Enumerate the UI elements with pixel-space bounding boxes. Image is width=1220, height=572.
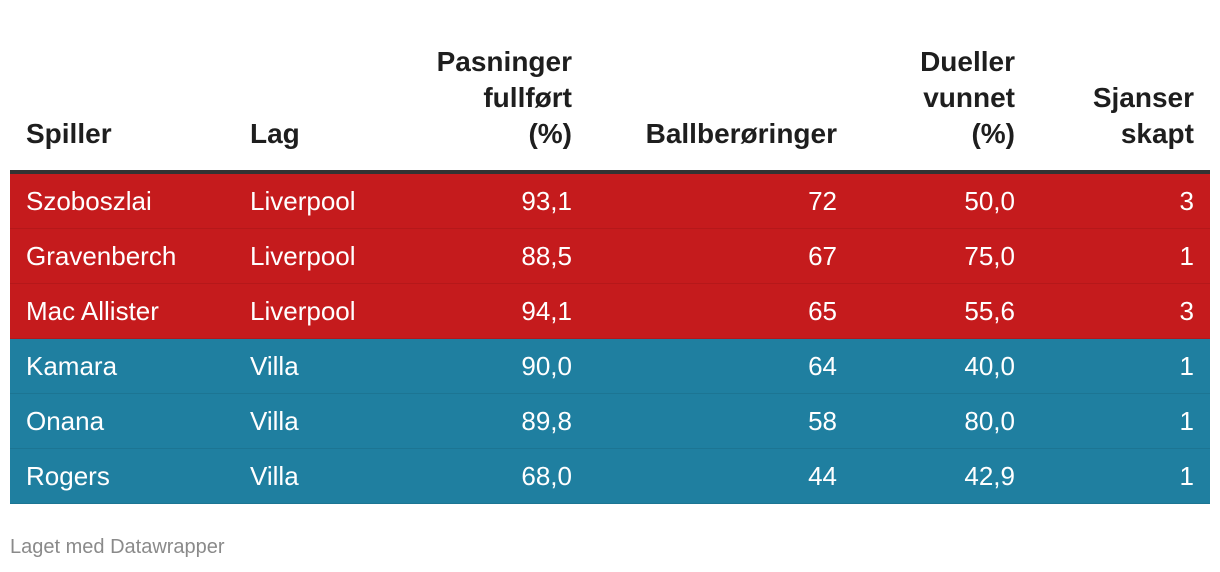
cell-pasninger: 68,0 xyxy=(521,461,572,491)
cell-pasninger: 88,5 xyxy=(521,241,572,271)
cell-ballberoringer: 67 xyxy=(808,241,837,271)
cell-pasninger: 94,1 xyxy=(521,296,572,326)
cell-dueller: 40,0 xyxy=(964,351,1015,381)
cell-sjanser: 1 xyxy=(1179,461,1194,491)
cell-dueller: 75,0 xyxy=(964,241,1015,271)
cell-ballberoringer: 64 xyxy=(808,351,837,381)
cell-dueller: 50,0 xyxy=(964,186,1015,216)
cell-spiller: Szoboszlai xyxy=(26,186,152,216)
header-sjanser[interactable]: Sjanser skapt xyxy=(1092,82,1194,149)
cell-lag: Villa xyxy=(250,406,299,436)
cell-spiller: Onana xyxy=(26,406,105,436)
table-row: Onana Villa 89,8 58 80,0 1 xyxy=(10,394,1210,449)
header-pasninger[interactable]: Pasninger fullført (%) xyxy=(436,46,572,149)
cell-pasninger: 93,1 xyxy=(521,186,572,216)
cell-spiller: Kamara xyxy=(26,351,118,381)
cell-pasninger: 90,0 xyxy=(521,351,572,381)
cell-spiller: Rogers xyxy=(26,461,110,491)
cell-lag: Liverpool xyxy=(250,186,356,216)
cell-spiller: Mac Allister xyxy=(26,296,159,326)
datawrapper-credit: Laget med Datawrapper xyxy=(10,536,225,558)
cell-dueller: 55,6 xyxy=(964,296,1015,326)
cell-lag: Liverpool xyxy=(250,296,356,326)
cell-ballberoringer: 44 xyxy=(808,461,837,491)
header-spiller[interactable]: Spiller xyxy=(26,118,112,149)
cell-ballberoringer: 72 xyxy=(808,186,837,216)
stats-table: Spiller Lag Pasninger fullført (%) Ballb… xyxy=(10,0,1210,504)
header-ballberoringer[interactable]: Ballberøringer xyxy=(645,118,837,149)
cell-sjanser: 1 xyxy=(1179,406,1194,436)
cell-sjanser: 3 xyxy=(1179,186,1194,216)
cell-ballberoringer: 58 xyxy=(808,406,837,436)
cell-sjanser: 3 xyxy=(1179,296,1194,326)
table-body: Szoboszlai Liverpool 93,1 72 50,0 3 Gravenberc… xyxy=(10,174,1210,504)
cell-dueller: 80,0 xyxy=(964,406,1015,436)
cell-lag: Villa xyxy=(250,461,299,491)
table-row: Szoboszlai Liverpool 93,1 72 50,0 3 xyxy=(10,174,1210,229)
header-lag[interactable]: Lag xyxy=(250,118,300,149)
header-dueller[interactable]: Dueller vunnet (%) xyxy=(920,46,1015,149)
cell-pasninger: 89,8 xyxy=(521,406,572,436)
cell-lag: Liverpool xyxy=(250,241,356,271)
cell-lag: Villa xyxy=(250,351,299,381)
table-header: Spiller Lag Pasninger fullført (%) Ballb… xyxy=(10,0,1210,174)
table-row: Kamara Villa 90,0 64 40,0 1 xyxy=(10,339,1210,394)
table-row: Mac Allister Liverpool 94,1 65 55,6 3 xyxy=(10,284,1210,339)
table-row: Gravenberch Liverpool 88,5 67 75,0 1 xyxy=(10,229,1210,284)
cell-ballberoringer: 65 xyxy=(808,296,837,326)
cell-sjanser: 1 xyxy=(1179,241,1194,271)
cell-sjanser: 1 xyxy=(1179,351,1194,381)
table-row: Rogers Villa 68,0 44 42,9 1 xyxy=(10,449,1210,504)
cell-spiller: Gravenberch xyxy=(26,241,177,271)
cell-dueller: 42,9 xyxy=(964,461,1015,491)
